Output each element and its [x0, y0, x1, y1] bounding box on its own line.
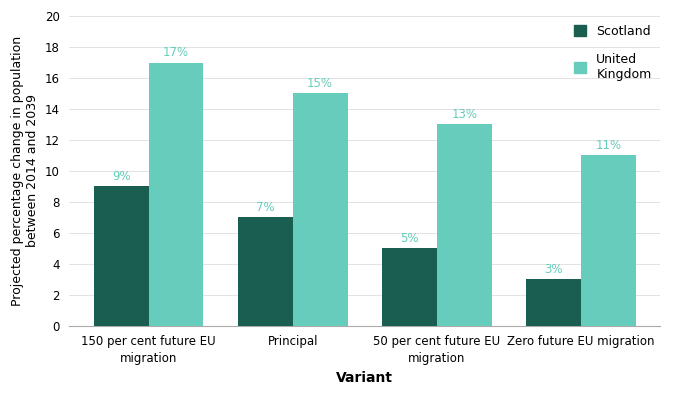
- Text: 17%: 17%: [163, 46, 189, 59]
- Text: 7%: 7%: [256, 201, 275, 214]
- Bar: [94, 187, 148, 326]
- Text: 15%: 15%: [307, 77, 333, 90]
- Text: 13%: 13%: [452, 109, 477, 121]
- X-axis label: Variant: Variant: [336, 371, 394, 385]
- Bar: [382, 248, 437, 326]
- Y-axis label: Projected percentage change in population
between 2014 and 2039: Projected percentage change in populatio…: [11, 36, 39, 306]
- Legend: Scotland, United
Kingdom: Scotland, United Kingdom: [569, 20, 657, 86]
- Bar: [148, 63, 203, 326]
- Bar: [526, 279, 581, 326]
- Text: 3%: 3%: [545, 263, 563, 276]
- Bar: [238, 217, 293, 326]
- Text: 11%: 11%: [595, 139, 622, 152]
- Bar: [581, 155, 636, 326]
- Text: 5%: 5%: [400, 232, 418, 245]
- Bar: [293, 93, 348, 326]
- Text: 9%: 9%: [112, 170, 130, 183]
- Bar: [437, 124, 491, 326]
